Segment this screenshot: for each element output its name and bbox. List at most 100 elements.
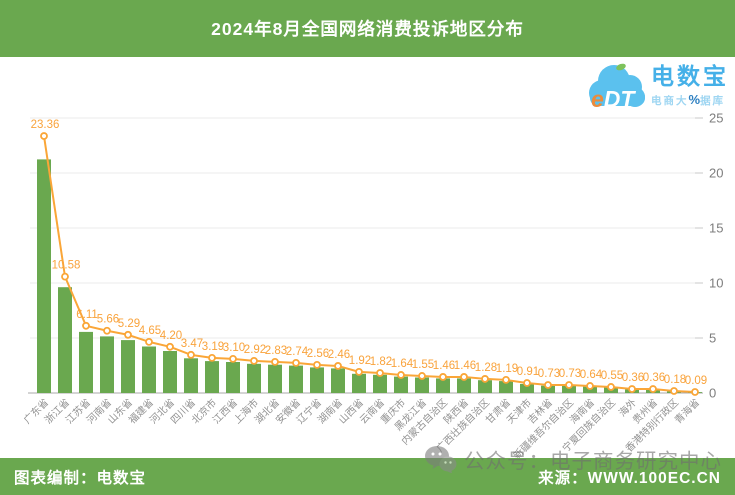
bar xyxy=(184,358,198,393)
value-label: 0.36 xyxy=(622,372,644,384)
value-label: 4.65 xyxy=(139,325,161,337)
bar xyxy=(58,287,72,393)
line-marker xyxy=(628,385,636,393)
y-tick-label: 10 xyxy=(709,276,723,291)
y-tick-label: 15 xyxy=(709,221,723,236)
line-marker xyxy=(586,382,594,390)
value-label: 2.74 xyxy=(286,346,309,358)
value-label: 0.91 xyxy=(517,366,539,378)
bar xyxy=(289,365,303,393)
line-marker xyxy=(208,354,216,362)
line-marker xyxy=(229,354,237,363)
line-marker xyxy=(334,362,342,370)
value-label: 2.83 xyxy=(265,345,287,357)
line-marker xyxy=(103,326,111,335)
bar xyxy=(226,362,240,393)
bar xyxy=(499,381,513,393)
value-label: 3.19 xyxy=(202,341,224,353)
bar xyxy=(79,331,93,393)
line-marker xyxy=(187,350,195,359)
value-label: 6.11 xyxy=(76,309,98,321)
bar xyxy=(520,383,534,393)
bar xyxy=(373,374,387,393)
value-label: 0.09 xyxy=(685,375,707,387)
line-marker xyxy=(166,342,174,351)
bar xyxy=(436,378,450,393)
bar xyxy=(205,361,219,393)
y-tick-label: 0 xyxy=(709,386,716,401)
bar xyxy=(310,367,324,393)
value-label: 0.55 xyxy=(601,370,623,382)
logo-subtitle: 电商大%据库 xyxy=(651,92,726,107)
line-marker xyxy=(565,381,573,389)
bar xyxy=(121,340,135,393)
value-label: 10.58 xyxy=(52,260,81,272)
line-marker xyxy=(460,373,468,381)
bar xyxy=(268,364,282,393)
footer-bar: 图表编制：电数宝 来源：WWW.100EC.CN xyxy=(0,458,735,495)
line-marker xyxy=(355,367,363,376)
value-label: 5.29 xyxy=(118,318,140,330)
bar xyxy=(352,373,366,393)
line-marker xyxy=(502,376,510,384)
title-bar: 2024年8月全国网络消费投诉地区分布 xyxy=(0,0,735,57)
line-marker xyxy=(439,373,447,381)
line-marker xyxy=(313,360,321,369)
value-label: 0.64 xyxy=(580,369,603,381)
line-marker xyxy=(124,330,132,339)
bar xyxy=(457,378,471,393)
value-label: 1.82 xyxy=(370,356,392,368)
line-marker xyxy=(691,388,699,396)
bar xyxy=(478,380,492,393)
value-label: 0.73 xyxy=(559,368,581,380)
value-label: 1.46 xyxy=(454,360,476,372)
value-label: 0.18 xyxy=(664,374,686,386)
logo-brand: 电数宝 xyxy=(651,63,729,89)
y-tick-label: 20 xyxy=(709,166,723,181)
edt-logo: eDT 电数宝 电商大%据库 xyxy=(581,59,733,115)
value-label: 23.36 xyxy=(31,119,60,131)
value-label: 0.36 xyxy=(643,372,665,384)
value-label: 5.66 xyxy=(97,314,119,326)
value-label: 3.10 xyxy=(223,342,245,354)
line-marker xyxy=(376,369,384,377)
line-marker xyxy=(82,321,90,330)
value-label: 1.64 xyxy=(391,358,414,370)
value-label: 0.73 xyxy=(538,368,560,380)
bar xyxy=(415,377,429,393)
value-label: 3.47 xyxy=(181,338,203,350)
footer-source: 来源：WWW.100EC.CN xyxy=(538,469,721,487)
y-tick-label: 5 xyxy=(709,331,716,346)
bar xyxy=(331,368,345,393)
line-marker xyxy=(649,385,657,393)
value-label: 2.46 xyxy=(328,349,350,361)
bar xyxy=(394,376,408,393)
footer-credit: 图表编制：电数宝 xyxy=(14,469,147,487)
svg-text:eDT: eDT xyxy=(591,86,636,112)
line-marker xyxy=(61,272,69,281)
value-label: 4.20 xyxy=(160,330,182,342)
bar xyxy=(142,346,156,393)
line-marker xyxy=(418,372,426,380)
line-marker xyxy=(40,132,48,140)
line-marker xyxy=(523,379,531,387)
y-tick-label: 25 xyxy=(709,111,723,126)
bar xyxy=(247,363,261,393)
bar xyxy=(37,159,51,393)
line-marker xyxy=(670,387,678,395)
value-label: 2.56 xyxy=(307,348,329,360)
line-marker xyxy=(145,337,153,346)
line-marker xyxy=(544,381,552,389)
line-marker xyxy=(271,357,279,366)
value-label: 1.28 xyxy=(475,362,497,374)
value-label: 1.46 xyxy=(433,360,455,372)
line-series xyxy=(43,135,696,394)
line-marker xyxy=(397,371,405,379)
value-label: 1.19 xyxy=(496,363,518,375)
bar xyxy=(541,385,555,393)
chart-title: 2024年8月全国网络消费投诉地区分布 xyxy=(211,19,524,39)
value-label: 2.92 xyxy=(244,344,266,356)
line-marker xyxy=(481,375,489,383)
